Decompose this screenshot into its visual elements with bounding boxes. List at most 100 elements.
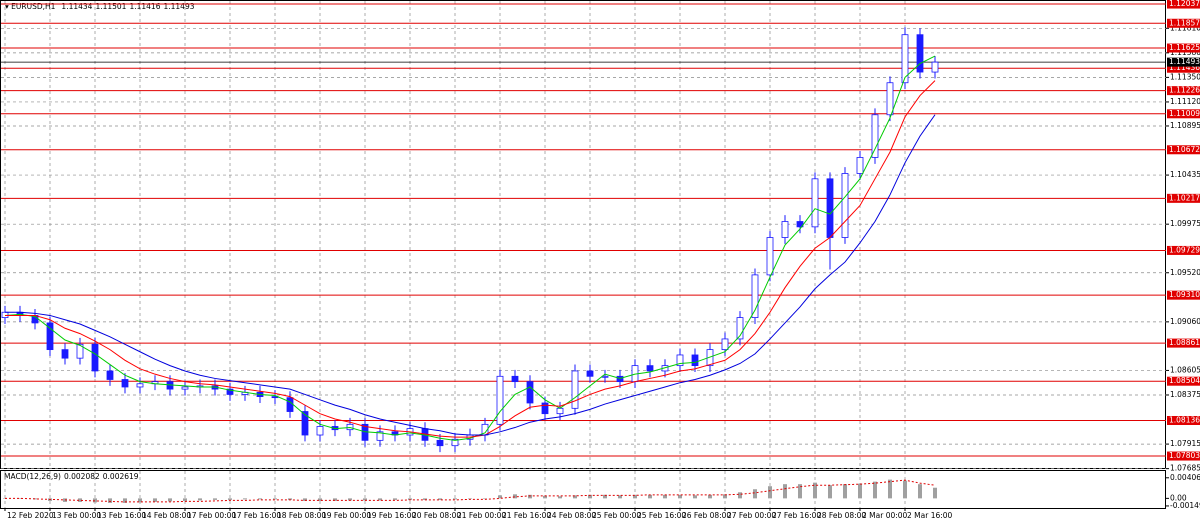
candle-body (121, 379, 129, 388)
candle-body (286, 397, 294, 412)
level-tag (1167, 338, 1200, 348)
candle-body (601, 375, 609, 378)
x-tick-label: 13 Feb 16:00 (97, 511, 146, 520)
x-tick-label: 27 Feb 00:00 (727, 511, 776, 520)
macd-bar (513, 494, 517, 499)
candle-body (541, 402, 549, 415)
candle-body (451, 438, 459, 447)
level-label: 1.09310 (1169, 290, 1200, 299)
macd-bar (648, 494, 652, 499)
x-tick-label: 26 Feb 08:00 (682, 511, 731, 520)
macd-bar (798, 484, 802, 499)
candle-body (136, 383, 144, 388)
candle-body (106, 370, 114, 380)
macd-bar (213, 498, 217, 500)
macd-bar (693, 495, 697, 499)
macd-bar (573, 495, 577, 499)
macd-bar (843, 484, 847, 499)
macd-bar (768, 486, 772, 499)
macd-bar (303, 498, 307, 501)
level-tag (1167, 145, 1200, 155)
level-label: 1.12037 (1169, 0, 1200, 8)
macd-bar (33, 498, 37, 500)
candle-body (511, 375, 519, 383)
level-tag (1167, 43, 1200, 53)
macd-bar (498, 495, 502, 499)
level-tag (1167, 63, 1200, 73)
candle-body (76, 343, 84, 359)
macd-bar (183, 498, 187, 501)
y-tick-label: 1.07685 (1170, 464, 1200, 473)
macd-bar (738, 492, 742, 499)
macd-label: MACD(12,26,9) 0.002082 0.002619 (4, 472, 139, 481)
macd-bar (873, 481, 877, 499)
x-tick-label: 20 Feb 08:00 (412, 511, 461, 520)
y-tick-label: 1.08605 (1170, 365, 1200, 374)
level-tag (1167, 0, 1200, 9)
macd-bar (438, 498, 442, 500)
candle-body (706, 349, 714, 367)
candle-body (826, 178, 834, 238)
x-tick-label: 27 Feb 16:00 (772, 511, 821, 520)
candle-body (916, 34, 924, 73)
x-tick-label: 17 Feb 00:00 (187, 511, 236, 520)
candle-body (436, 439, 444, 447)
x-tick-label: 17 Feb 16:00 (232, 511, 281, 520)
macd-bar (528, 494, 532, 499)
macd-bar (273, 498, 277, 500)
candle-body (616, 375, 624, 383)
macd-bar (918, 484, 922, 499)
macd-bar (663, 494, 667, 499)
candle-body (931, 61, 939, 73)
macd-bar (378, 498, 382, 501)
macd-bar (933, 487, 937, 499)
macd-bar (783, 484, 787, 499)
y-tick-label: 1.07915 (1170, 439, 1200, 448)
candle-body (811, 178, 819, 228)
level-tag (1167, 415, 1200, 425)
x-tick-label: 24 Feb 08:00 (547, 511, 596, 520)
x-tick-label: 19 Feb 00:00 (322, 511, 371, 520)
macd-bar (558, 496, 562, 499)
candle-body (226, 388, 234, 395)
x-tick-label: 21 Feb 00:00 (457, 511, 506, 520)
level-tag (1167, 193, 1200, 203)
macd-bar (348, 498, 352, 501)
x-tick-label: 25 Feb 16:00 (637, 511, 686, 520)
macd-bar (198, 498, 202, 501)
macd-bar (888, 479, 892, 499)
macd-bar (258, 498, 262, 500)
y-tick-label: 1.10435 (1170, 170, 1200, 179)
x-tick-label: 21 Feb 16:00 (502, 511, 551, 520)
moving-average (4, 55, 936, 441)
y-tick-label: 1.10895 (1170, 121, 1200, 130)
macd-bar (858, 483, 862, 499)
candle-body (526, 381, 534, 404)
level-label: 1.11009 (1169, 109, 1200, 118)
x-tick-label: 19 Feb 16:00 (367, 511, 416, 520)
candle-body (856, 157, 864, 174)
candle-body (181, 386, 189, 390)
x-tick-label: 2 Mar 00:00 (862, 511, 908, 520)
candle-body (691, 354, 699, 367)
x-tick-label: 18 Feb 08:00 (277, 511, 326, 520)
x-tick-label: 14 Feb 08:00 (142, 511, 191, 520)
level-tag (1167, 86, 1200, 96)
price-label: 1.11493 (1169, 57, 1200, 66)
candle-body (556, 407, 564, 415)
level-tag (1167, 245, 1200, 255)
candle-body (886, 82, 894, 116)
level-label: 1.08136 (1169, 415, 1200, 424)
candle-body (841, 173, 849, 238)
level-label: 1.08861 (1169, 338, 1200, 347)
macd-bar (243, 498, 247, 500)
macd-bar (408, 498, 412, 500)
candle-body (46, 322, 54, 351)
y2-tick-label: -0.001494 (1170, 501, 1200, 510)
macd-bar (903, 480, 907, 499)
y2-tick-label: 0.00406 (1170, 473, 1200, 482)
level-tag (1167, 290, 1200, 300)
y-tick-label: 1.11350 (1170, 72, 1200, 81)
candle-body (496, 375, 504, 425)
